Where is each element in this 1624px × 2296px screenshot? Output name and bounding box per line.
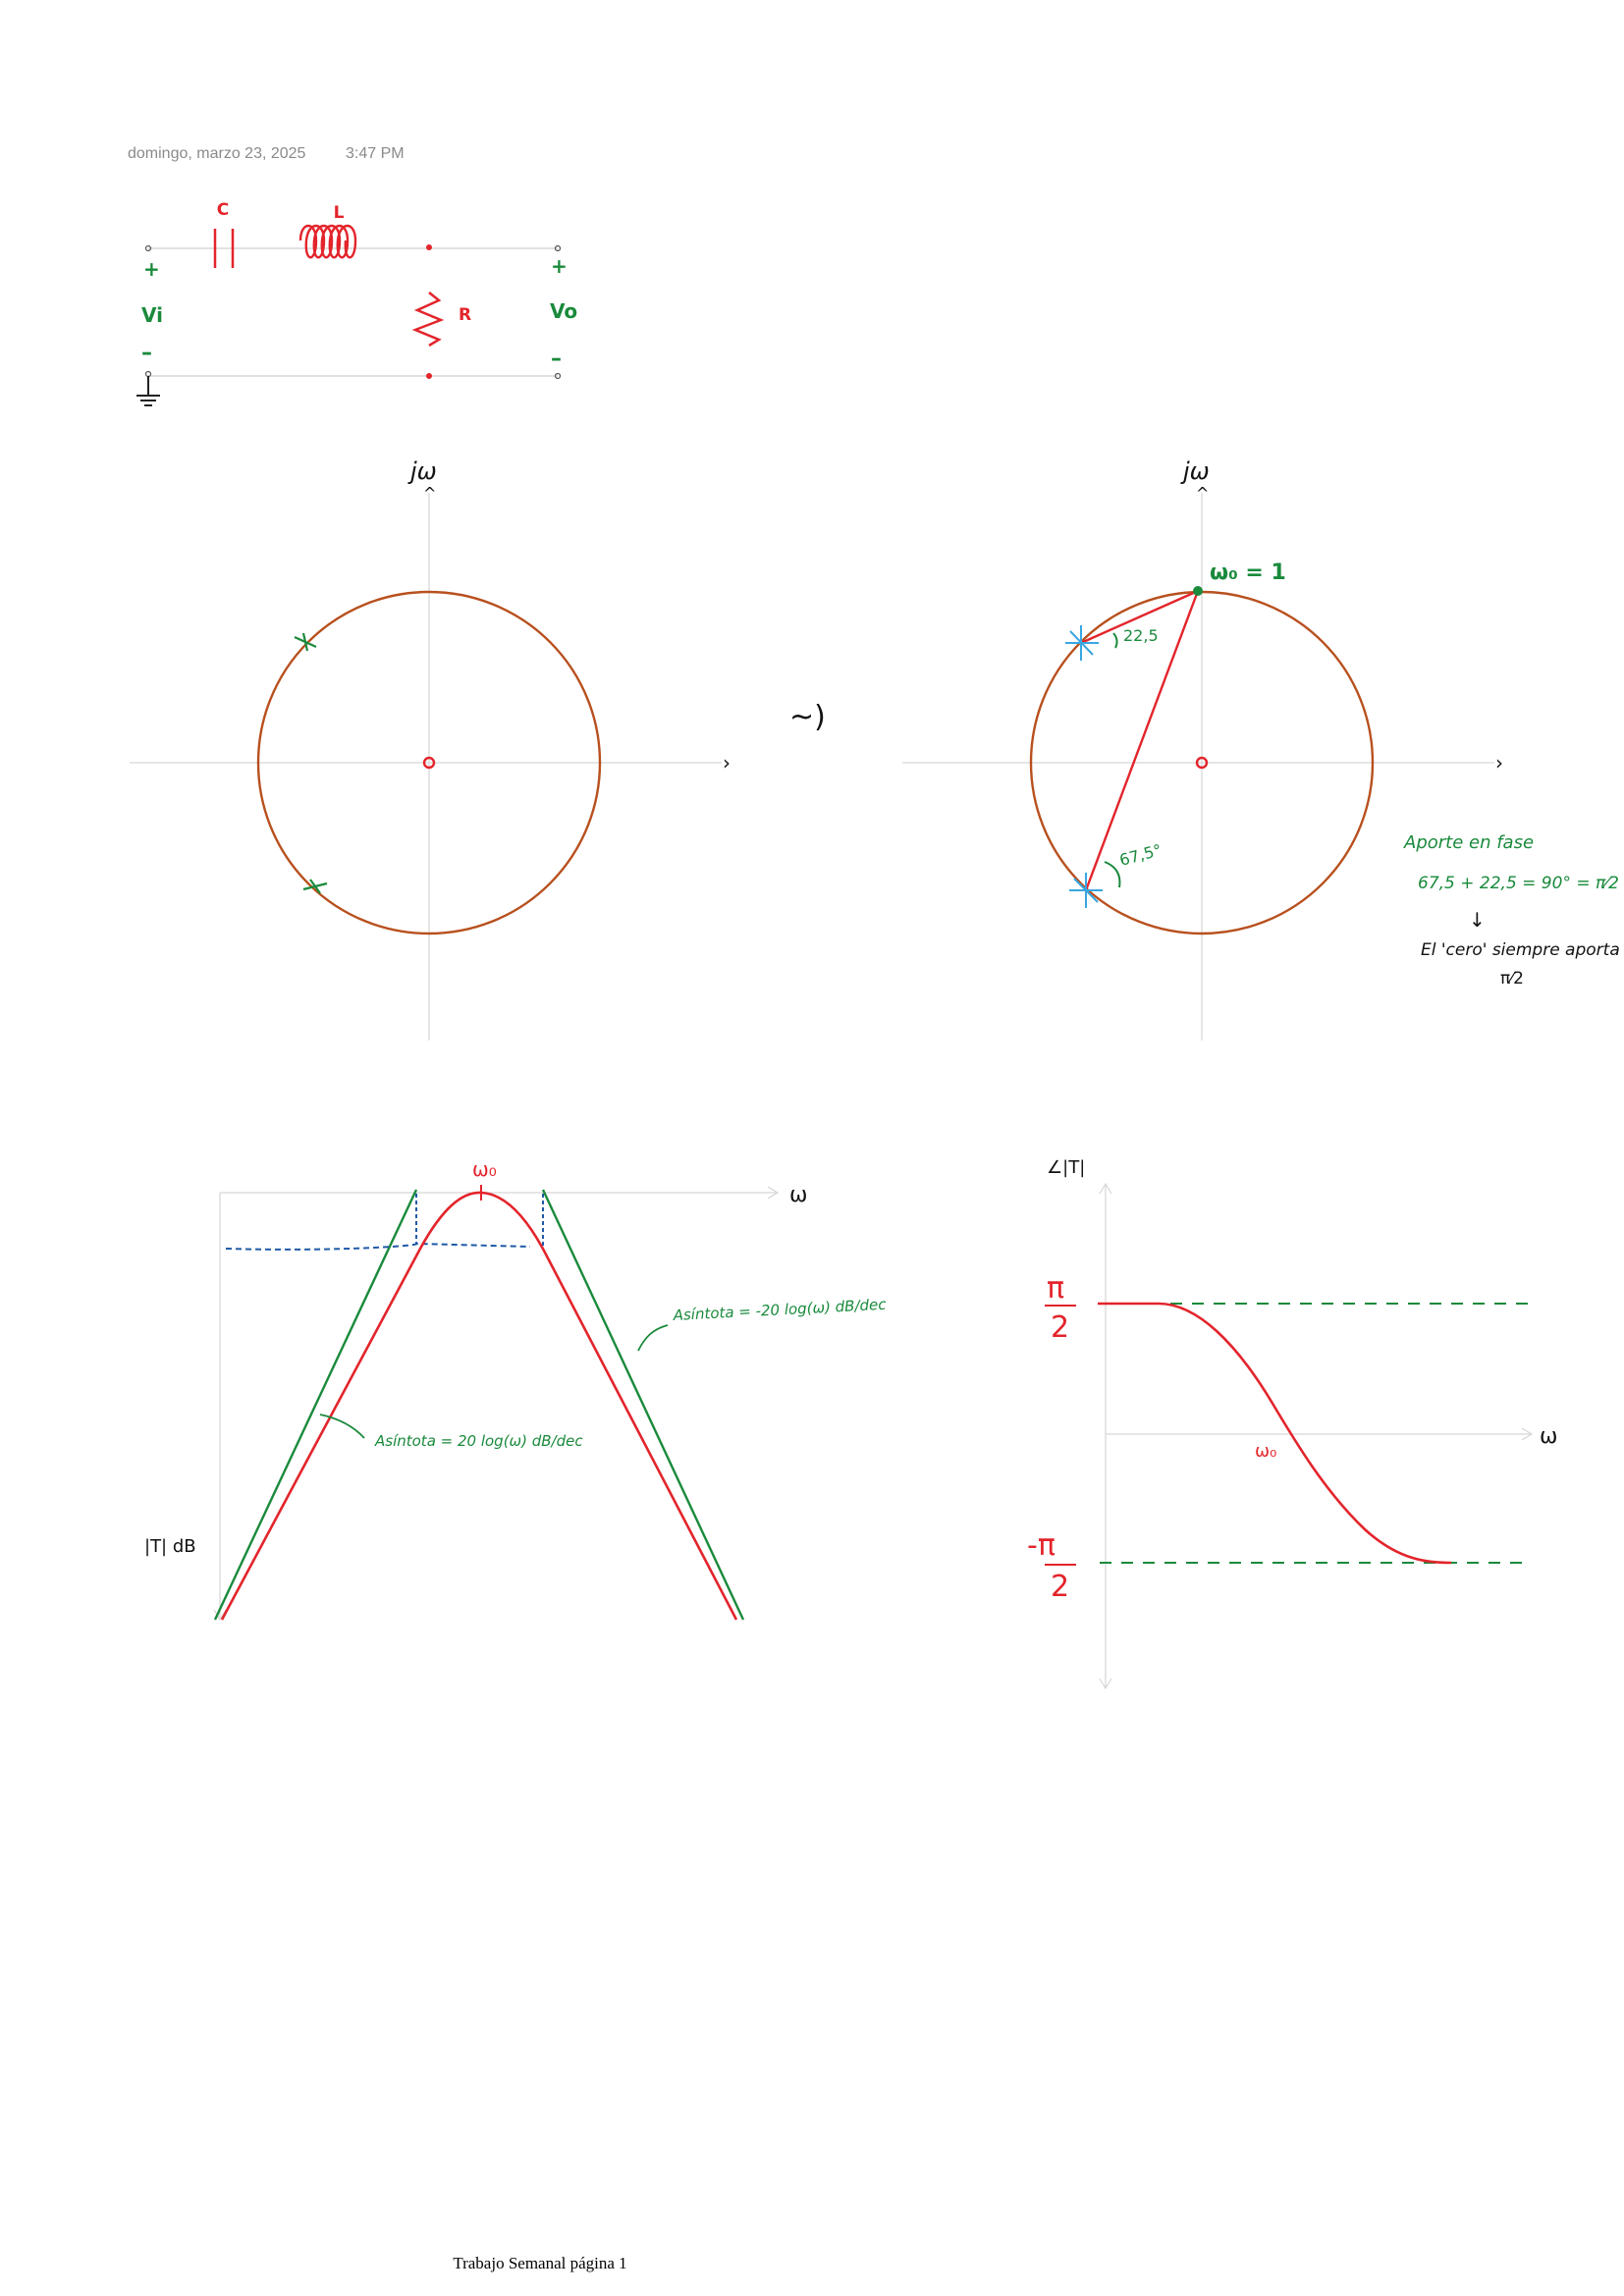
x-axis-label: ω [1540, 1424, 1557, 1449]
capacitor-label: C [217, 200, 229, 220]
inductor-label: L [334, 203, 345, 223]
right-arrow: › [1495, 751, 1503, 774]
pi-bottom: -π [1027, 1528, 1056, 1563]
w0-label: ω₀ = 1 [1210, 561, 1286, 585]
pole-marker-upper [294, 632, 317, 652]
right-arrow: › [723, 751, 731, 774]
phase-curve [1098, 1302, 1452, 1565]
note-equation: 67,5 + 22,5 = 90° = π⁄2 [1418, 874, 1619, 893]
w0-point [1193, 586, 1203, 596]
x-axis-label: ω [789, 1183, 807, 1207]
page-footer: Trabajo Semanal página 1 [453, 2254, 627, 2272]
note-statement: El 'cero' siempre aporta [1421, 940, 1620, 960]
asymptote-left [213, 1189, 418, 1621]
up-arrow: ^ [1196, 484, 1209, 503]
w0-label: ω₀ [472, 1157, 497, 1181]
zero-marker [1195, 756, 1209, 770]
y-axis-label: |T| dB [144, 1536, 196, 1557]
pole-marker-upper [1065, 625, 1099, 661]
jw-axis-label: jω [407, 457, 437, 485]
page-time: 3:47 PM [346, 145, 405, 162]
phase-contribution-note: Aporte en fase 67,5 + 22,5 = 90° = π⁄2 ↓… [1403, 832, 1620, 988]
circuit-diagram: C L R + + Vi Vo – – [136, 200, 577, 406]
pole-zero-plot-right: jω ^ › ω₀ = 1 22,5 67,5° [902, 457, 1503, 1041]
jw-axis-label: jω [1180, 457, 1210, 485]
capacitor-icon [213, 229, 235, 268]
asymptote-left-label: Asíntota = 20 log(ω) dB/dec [374, 1432, 583, 1450]
resistor-label: R [459, 305, 471, 325]
magnitude-bode-plot: ω₀ ω |T| dB Asíntota = 20 log(ω) dB/dec … [144, 1157, 888, 1622]
minus-input: – [141, 341, 152, 365]
note-arrow: ↓ [1469, 908, 1486, 932]
vin-label: Vi [141, 303, 163, 327]
minus-output: – [551, 347, 562, 371]
plus-input: + [143, 257, 160, 281]
inductor-icon [298, 224, 357, 259]
y-axis-label: ∠|T| [1047, 1157, 1085, 1178]
pole-marker-lower [302, 879, 328, 894]
up-arrow: ^ [423, 484, 436, 503]
ground-icon [136, 376, 160, 406]
zero-marker [422, 756, 436, 770]
two-bottom: 2 [1051, 1570, 1069, 1604]
plus-output: + [551, 254, 568, 278]
resistor-icon [411, 244, 445, 379]
angle-large-label: 67,5° [1117, 840, 1164, 870]
transition-arrow: ~) [789, 700, 826, 734]
vout-label: Vo [550, 299, 577, 323]
note-pi-half: π⁄2 [1500, 969, 1524, 988]
note-title: Aporte en fase [1403, 832, 1534, 853]
pi-top: π [1047, 1271, 1064, 1306]
two-top: 2 [1051, 1310, 1069, 1345]
pole-marker-lower [1069, 873, 1103, 908]
angle-small-label: 22,5 [1123, 626, 1159, 645]
asymptote-right [541, 1189, 745, 1621]
w0-label: ω₀ [1255, 1441, 1276, 1462]
phase-bode-plot: ∠|T| ω ω₀ π 2 -π 2 [1027, 1157, 1557, 1690]
page-date: domingo, marzo 23, 2025 [128, 145, 306, 162]
magnitude-curve [220, 1191, 738, 1621]
asymptote-right-label: Asíntota = -20 log(ω) dB/dec [672, 1296, 887, 1324]
pole-zero-plot-left: jω ^ › [130, 457, 731, 1041]
